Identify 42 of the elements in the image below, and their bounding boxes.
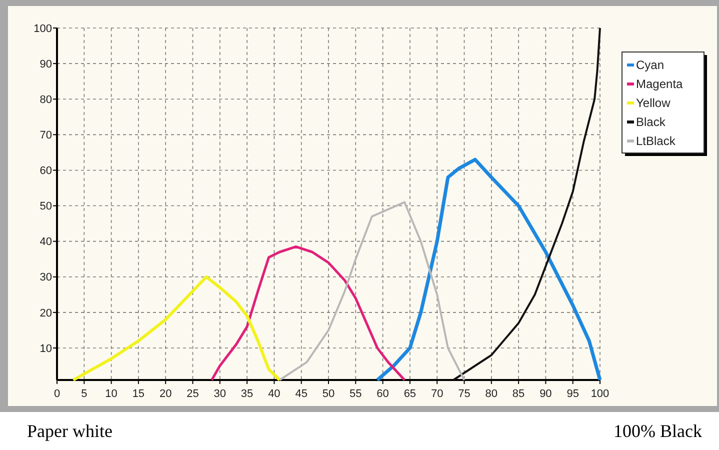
y-tick-label: 80 [40, 94, 52, 106]
legend-label: Yellow [636, 96, 671, 110]
x-tick-label: 5 [81, 388, 88, 400]
x-tick-label: 70 [430, 388, 444, 400]
x-tick-label: 75 [458, 388, 470, 400]
y-tick-label: 60 [40, 165, 52, 178]
text: Paper white [27, 421, 112, 441]
legend-label: Cyan [636, 58, 664, 72]
x-tick-label: 60 [376, 388, 389, 400]
x-tick-label: 100 [590, 388, 610, 400]
legend-label: Magenta [636, 77, 684, 92]
x-tick-label: 35 [240, 388, 254, 400]
y-tick-label: 50 [40, 200, 52, 213]
x-tick-label: 95 [566, 388, 579, 400]
text: 100% Black [614, 421, 702, 441]
x-tick-label: 20 [159, 388, 172, 400]
y-tick-label: 100 [34, 22, 52, 35]
y-tick-label: 10 [40, 342, 52, 355]
y-tick-label: 30 [40, 272, 52, 284]
line-series [72, 275, 282, 382]
x-tick-label: 25 [186, 388, 199, 400]
x-tick-label: 40 [268, 388, 280, 400]
x-tick-label: 90 [540, 388, 552, 400]
line-series [278, 201, 466, 381]
x-tick-label: 15 [132, 388, 145, 400]
y-tick-label: 20 [40, 307, 52, 320]
x-tick-label: 45 [295, 388, 308, 400]
y-tick-label: 40 [40, 236, 52, 248]
line-series [210, 245, 406, 382]
x-tick-label: 50 [322, 388, 335, 400]
x-tick-label: 80 [485, 388, 498, 400]
legend-label: LtBlack [636, 134, 676, 148]
x-tick-label: 85 [512, 388, 525, 400]
x-tick-label: 30 [214, 388, 226, 400]
x-tick-label: 55 [350, 388, 362, 400]
x-tick-label: 65 [404, 388, 416, 400]
x-tick-label: 10 [105, 388, 118, 400]
x-tick-label: 0 [54, 388, 60, 400]
legend-label: Black [636, 115, 666, 130]
y-tick-label: 70 [40, 130, 52, 142]
line-series [376, 158, 602, 382]
y-tick-label: 90 [40, 58, 52, 70]
